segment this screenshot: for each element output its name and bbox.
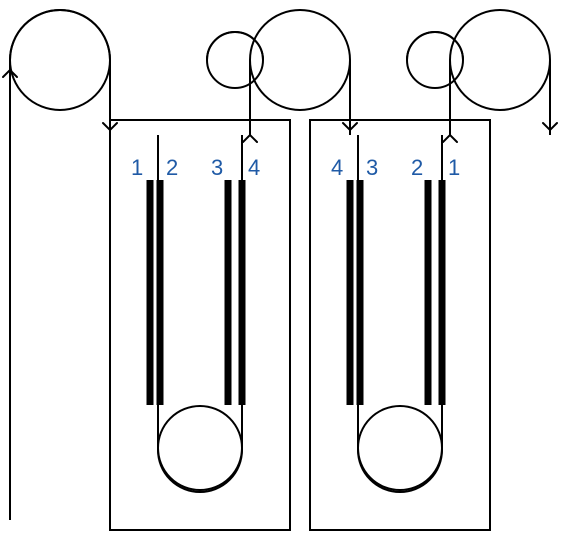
arrow-up-1 [243, 135, 257, 142]
electrode-label-3: 4 [248, 155, 260, 180]
electrode-label-4: 4 [331, 155, 343, 180]
electrode-label-6: 2 [411, 155, 423, 180]
tank-box-1 [310, 120, 490, 530]
bottom-pulley-0 [158, 406, 242, 490]
strand-path-4 [158, 450, 242, 492]
diagram-canvas: 12344321 [0, 0, 581, 558]
strand-path-9 [358, 450, 442, 492]
strand-path-13 [407, 32, 463, 60]
strand-path-7 [207, 32, 263, 60]
electrode-label-5: 3 [366, 155, 378, 180]
electrode-label-2: 3 [211, 155, 223, 180]
top-pulley-4 [450, 10, 550, 110]
electrode-label-1: 2 [166, 155, 178, 180]
electrode-label-0: 1 [131, 155, 143, 180]
tank-box-0 [110, 120, 290, 530]
top-pulley-2 [250, 10, 350, 110]
electrode-label-7: 1 [448, 155, 460, 180]
bottom-pulley-1 [358, 406, 442, 490]
strand-path-1 [10, 10, 110, 60]
arrow-up-3 [443, 135, 457, 142]
